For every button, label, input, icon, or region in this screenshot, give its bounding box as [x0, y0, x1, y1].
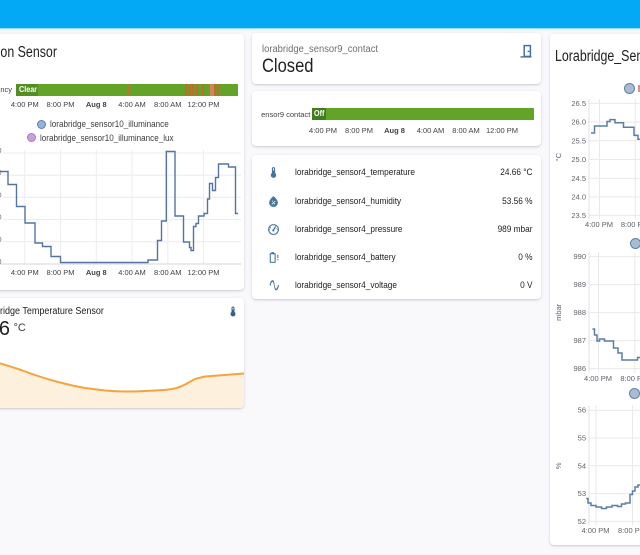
svg-text:53: 53: [577, 489, 585, 498]
svg-text:55: 55: [577, 434, 585, 443]
svg-text:0: 0: [0, 257, 2, 266]
svg-text:0: 0: [0, 168, 2, 177]
svg-text:988: 988: [573, 308, 586, 317]
svg-text:989: 989: [573, 280, 586, 289]
svg-text:23.5: 23.5: [571, 211, 586, 220]
svg-text:56: 56: [577, 406, 585, 415]
svg-text:24.5: 24.5: [571, 174, 586, 183]
svg-text:54: 54: [577, 461, 585, 470]
svg-text:24.0: 24.0: [571, 193, 586, 202]
svg-text:0: 0: [0, 190, 2, 199]
svg-text:26.5: 26.5: [571, 99, 586, 108]
svg-text:°C: °C: [554, 152, 563, 161]
svg-text:25.0: 25.0: [571, 155, 586, 164]
svg-text:0: 0: [0, 234, 2, 243]
svg-text:52: 52: [577, 517, 585, 526]
svg-text:986: 986: [573, 364, 586, 373]
svg-text:%: %: [554, 462, 563, 469]
svg-text:25.5: 25.5: [571, 136, 586, 145]
svg-text:mbar: mbar: [554, 303, 563, 321]
svg-text:0: 0: [0, 146, 2, 155]
svg-text:987: 987: [573, 336, 586, 345]
svg-text:26.0: 26.0: [571, 118, 586, 127]
svg-text:990: 990: [573, 252, 586, 261]
svg-text:0: 0: [0, 212, 2, 221]
